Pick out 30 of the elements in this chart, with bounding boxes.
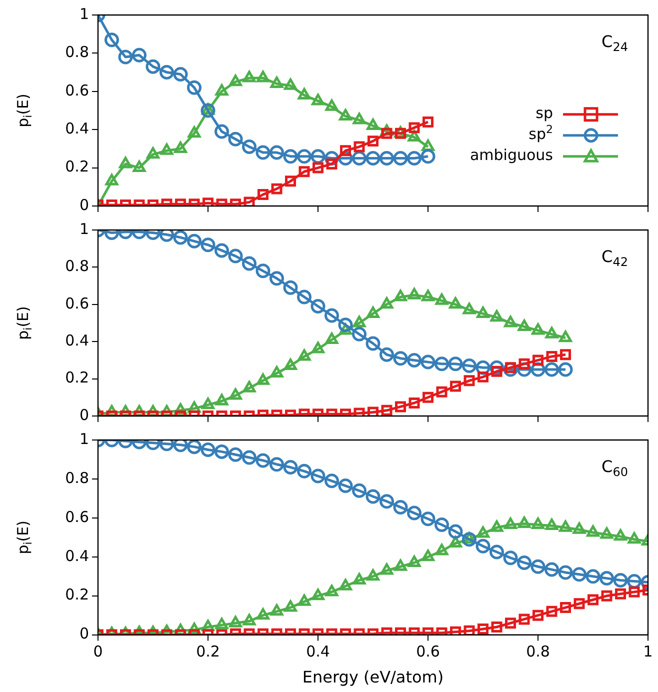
y-tick-label: 0: [79, 624, 89, 643]
y-tick-label: 0: [79, 406, 89, 424]
x-tick-label: 0: [93, 642, 103, 661]
y-tick-label: 0.2: [65, 586, 89, 604]
y-axis-title: pi(E): [14, 94, 34, 128]
y-tick-label: 0.6: [65, 294, 89, 312]
x-tick-label: 0.6: [416, 642, 440, 661]
y-tick-label: 0.8: [65, 468, 89, 487]
y-tick-label: 1: [79, 220, 89, 238]
y-tick-label: 0.4: [65, 331, 89, 350]
y-tick-label: 0.2: [65, 158, 89, 176]
y-tick-label: 0.4: [65, 546, 89, 565]
y-tick-label: 1: [79, 430, 89, 448]
x-tick-label: 0.8: [526, 642, 550, 661]
legend-label: sp: [536, 104, 554, 122]
y-tick-label: 0.2: [65, 368, 89, 387]
y-axis-title: pi(E): [14, 306, 34, 340]
y-tick-label: 0.6: [65, 508, 89, 526]
y-tick-label: 0.4: [65, 119, 89, 138]
y-tick-label: 0.6: [65, 81, 89, 100]
x-tick-label: 0.4: [306, 642, 330, 661]
y-tick-label: 0.8: [65, 43, 89, 62]
legend-label: ambiguous: [470, 146, 554, 164]
y-tick-label: 1: [79, 4, 89, 23]
y-axis-title: pi(E): [14, 520, 34, 554]
y-tick-label: 0.8: [65, 257, 89, 276]
y-tick-label: 0: [79, 196, 89, 214]
x-tick-label: 1: [643, 642, 653, 661]
x-tick-label: 0.2: [196, 642, 220, 661]
x-axis-title: Energy (eV/atom): [302, 668, 444, 687]
